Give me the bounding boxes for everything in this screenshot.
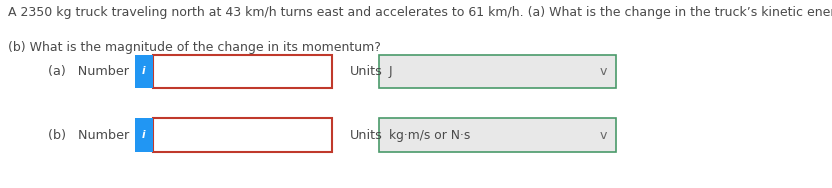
Text: (a)   Number: (a) Number	[48, 65, 129, 78]
Text: Units: Units	[349, 65, 383, 78]
FancyBboxPatch shape	[379, 118, 616, 152]
Text: i: i	[142, 66, 146, 77]
Text: v: v	[600, 129, 607, 142]
FancyBboxPatch shape	[135, 55, 153, 88]
FancyBboxPatch shape	[379, 55, 616, 88]
Text: v: v	[600, 65, 607, 78]
Text: kg·m/s or N·s: kg·m/s or N·s	[389, 129, 470, 142]
Text: (b) What is the magnitude of the change in its momentum?: (b) What is the magnitude of the change …	[8, 41, 381, 54]
Text: i: i	[142, 130, 146, 140]
FancyBboxPatch shape	[135, 118, 153, 152]
FancyBboxPatch shape	[153, 118, 332, 152]
Text: J: J	[389, 65, 392, 78]
Text: (b)   Number: (b) Number	[47, 129, 129, 142]
Text: A 2350 kg truck traveling north at 43 km/h turns east and accelerates to 61 km/h: A 2350 kg truck traveling north at 43 km…	[8, 6, 832, 19]
FancyBboxPatch shape	[153, 55, 332, 88]
Text: Units: Units	[349, 129, 383, 142]
